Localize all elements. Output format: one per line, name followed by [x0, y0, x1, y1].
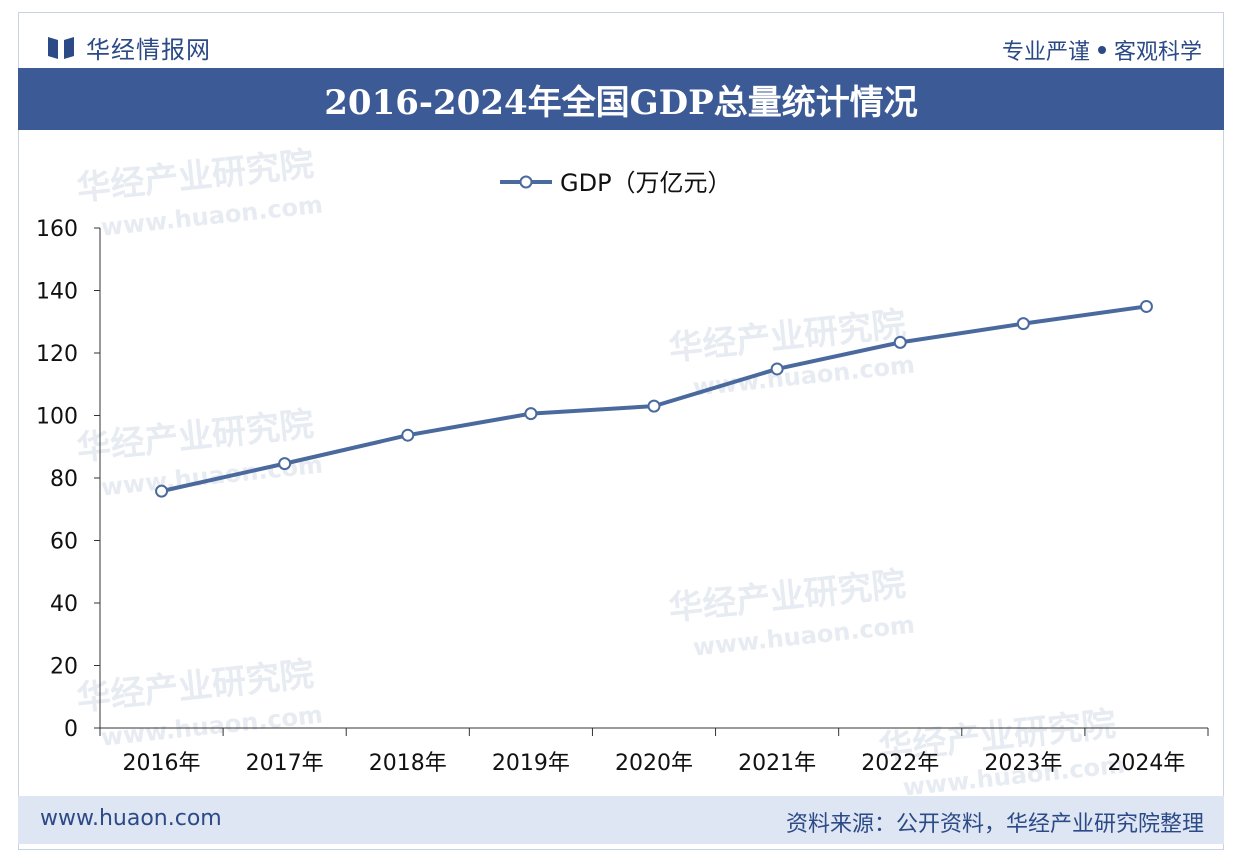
watermark-layer: 华经产业研究院www.huaon.com华经产业研究院www.huaon.com… — [75, 144, 1126, 801]
y-tick-label: 60 — [50, 530, 78, 555]
x-tick-label: 2016年 — [123, 751, 201, 776]
data-point — [647, 399, 661, 413]
y-tick-label: 0 — [64, 717, 78, 742]
top-bar: 华经情报网 专业严谨 客观科学 — [18, 14, 1224, 66]
y-tick-label: 120 — [36, 342, 78, 367]
y-tick-label: 80 — [50, 467, 78, 492]
data-point — [155, 484, 169, 498]
footer: www.huaon.com 资料来源：公开资料，华经产业研究院整理 — [18, 796, 1224, 844]
footer-source: 资料来源：公开资料，华经产业研究院整理 — [785, 812, 1204, 837]
data-point — [770, 362, 784, 376]
x-tick-label: 2020年 — [615, 751, 693, 776]
title-band: 2016-2024年全国GDP总量统计情况 — [18, 68, 1224, 130]
data-point — [401, 428, 415, 442]
y-tick-label: 20 — [50, 655, 78, 680]
bullet-dot-icon — [1097, 46, 1106, 54]
page-title: 2016-2024年全国GDP总量统计情况 — [324, 82, 918, 123]
x-tick-label: 2017年 — [246, 751, 324, 776]
brand-logo: 华经情报网 — [46, 30, 211, 65]
x-tick-label: 2019年 — [492, 751, 570, 776]
legend: GDP（万亿元） — [500, 169, 732, 197]
data-point — [278, 457, 292, 471]
series-layer — [155, 299, 1153, 498]
x-tick-label: 2018年 — [369, 751, 447, 776]
book-logo-icon — [48, 36, 74, 59]
data-point — [893, 335, 907, 349]
data-point — [1139, 299, 1153, 313]
brand-name: 华经情报网 — [86, 36, 211, 64]
legend-marker-icon — [519, 175, 533, 189]
footer-url: www.huaon.com — [40, 806, 222, 831]
x-tick-label: 2024年 — [1107, 751, 1185, 776]
slogan-left: 专业严谨 — [1001, 40, 1090, 65]
slogan: 专业严谨 客观科学 — [1002, 34, 1202, 66]
y-tick-label: 100 — [36, 405, 78, 430]
y-tick-label: 140 — [36, 280, 78, 305]
outer-frame — [18, 12, 1224, 850]
slogan-right: 客观科学 — [1113, 40, 1202, 65]
data-point — [524, 407, 538, 421]
y-tick-label: 40 — [50, 592, 78, 617]
y-tick-label: 160 — [36, 217, 78, 242]
data-point — [1016, 317, 1030, 331]
legend-label: GDP（万亿元） — [560, 169, 732, 197]
x-tick-label: 2022年 — [861, 751, 939, 776]
x-tick-label: 2021年 — [738, 751, 816, 776]
axes-layer: 0 20 40 60 80 100 120 140 160 2016年 2017年 2018年 2019… — [36, 217, 1209, 776]
x-tick-label: 2023年 — [984, 751, 1062, 776]
